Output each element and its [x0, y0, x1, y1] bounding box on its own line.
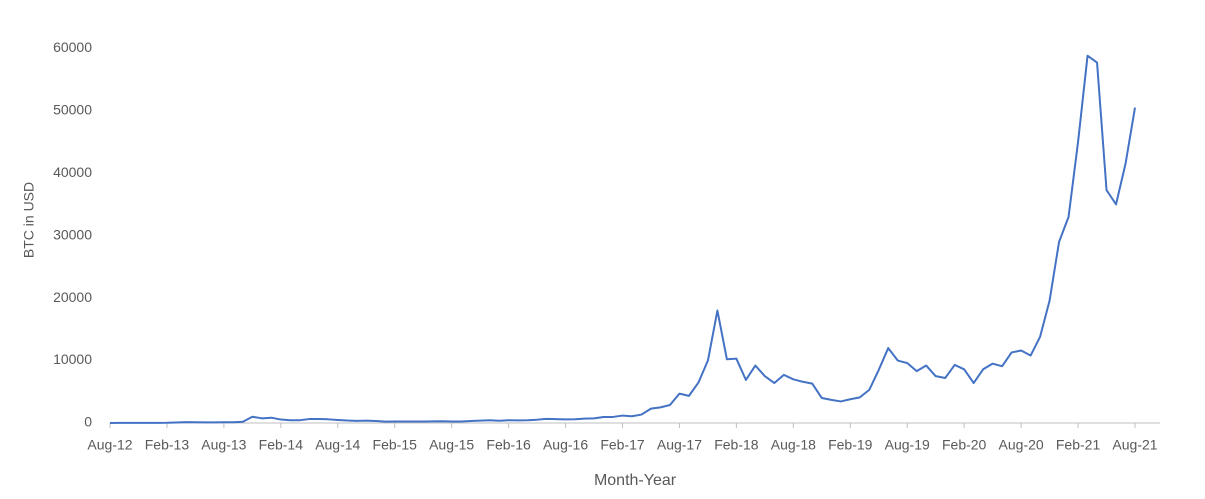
- y-tick-label: 30000: [53, 226, 92, 242]
- y-tick-label: 10000: [53, 351, 92, 367]
- x-tick-label: Aug-21: [1112, 437, 1157, 453]
- x-tick-label: Feb-20: [942, 437, 987, 453]
- x-tick-label: Aug-17: [657, 437, 702, 453]
- y-axis-title: BTC in USD: [21, 182, 37, 258]
- y-tick-label: 50000: [53, 101, 92, 117]
- x-axis-title: Month-Year: [594, 472, 677, 489]
- x-tick-label: Feb-21: [1056, 437, 1101, 453]
- x-tick-label: Feb-19: [828, 437, 873, 453]
- x-tick-label: Feb-14: [259, 437, 304, 453]
- x-tick-label: Feb-17: [600, 437, 645, 453]
- x-tick-label: Aug-20: [999, 437, 1044, 453]
- x-tick-label: Aug-12: [87, 437, 132, 453]
- x-tick-label: Aug-19: [885, 437, 930, 453]
- x-tick-label: Feb-13: [145, 437, 190, 453]
- x-tick-label: Aug-18: [771, 437, 816, 453]
- x-tick-label: Aug-13: [201, 437, 246, 453]
- y-tick-label: 20000: [53, 289, 92, 305]
- x-tick-label: Feb-15: [373, 437, 418, 453]
- y-tick-label: 60000: [53, 39, 92, 55]
- x-tick-label: Aug-14: [315, 437, 360, 453]
- x-tick-label: Feb-16: [486, 437, 531, 453]
- x-tick-label: Feb-18: [714, 437, 759, 453]
- y-tick-label: 0: [84, 414, 92, 430]
- x-tick-label: Aug-16: [543, 437, 588, 453]
- x-tick-label: Aug-15: [429, 437, 474, 453]
- y-tick-label: 40000: [53, 164, 92, 180]
- data-line: [109, 54, 1136, 424]
